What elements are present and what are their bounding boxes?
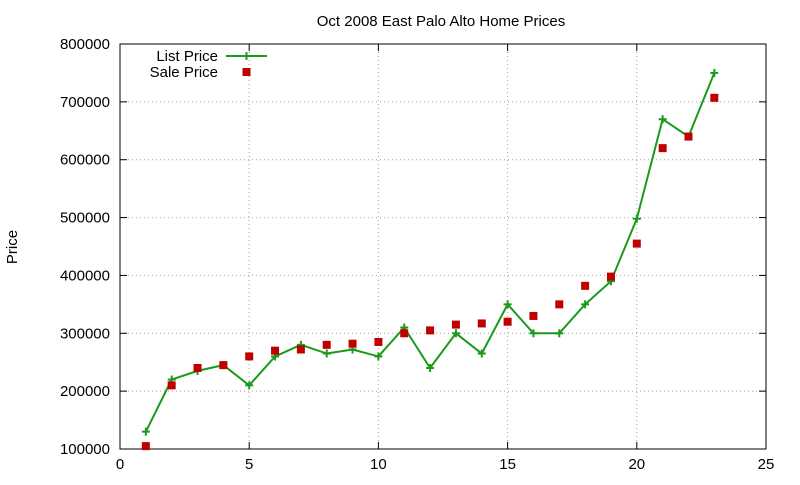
list-price-point bbox=[710, 68, 719, 77]
sale-price-point bbox=[193, 364, 202, 372]
x-tick-label: 25 bbox=[758, 456, 775, 473]
list-price-point bbox=[245, 381, 254, 390]
sale-price-point bbox=[426, 326, 435, 335]
sale-price-point bbox=[632, 239, 641, 248]
axis-ticks: 0 5 10 15 20 25 100000 200000 300000 400000 500000… bbox=[60, 36, 774, 473]
legend-cross-sample bbox=[242, 52, 251, 60]
sale-price-point bbox=[451, 320, 460, 329]
sale-price-point bbox=[167, 381, 176, 390]
y-tick-label: 400000 bbox=[60, 267, 110, 284]
y-tick-label: 300000 bbox=[60, 325, 110, 342]
x-tick-label: 20 bbox=[628, 456, 645, 473]
list-price-point bbox=[477, 349, 486, 358]
list-price-point bbox=[658, 115, 667, 124]
grid-lines bbox=[120, 44, 766, 449]
y-tick-label: 200000 bbox=[60, 383, 110, 400]
series-layer bbox=[141, 68, 719, 451]
y-tick-label: 600000 bbox=[60, 152, 110, 169]
list-price-point bbox=[503, 300, 512, 309]
list-price-point bbox=[426, 364, 435, 372]
y-tick-label: 100000 bbox=[60, 441, 110, 458]
y-axis-label: Price bbox=[4, 230, 21, 264]
list-price-point bbox=[581, 300, 590, 309]
sale-price-point bbox=[348, 339, 357, 348]
sale-price-point bbox=[219, 361, 228, 370]
sale-price-point bbox=[503, 317, 512, 326]
list-price-point bbox=[555, 329, 564, 338]
list-price-point bbox=[374, 352, 383, 361]
sale-price-point bbox=[477, 319, 486, 328]
plot-border bbox=[119, 43, 767, 450]
sale-price-point bbox=[141, 442, 150, 451]
x-tick-label: 5 bbox=[245, 456, 253, 473]
sale-price-point bbox=[322, 340, 331, 349]
sale-price-series bbox=[141, 93, 719, 451]
sale-price-point bbox=[581, 281, 590, 290]
x-tick-label: 10 bbox=[370, 456, 387, 473]
sale-price-point bbox=[296, 345, 305, 354]
list-price-line bbox=[144, 72, 716, 433]
y-tick-label: 700000 bbox=[60, 94, 110, 111]
list-price-point bbox=[322, 349, 331, 358]
y-tick-label: 500000 bbox=[60, 210, 110, 227]
list-price-point bbox=[632, 214, 641, 223]
x-tick-label: 0 bbox=[116, 456, 124, 473]
legend-label: Sale Price bbox=[150, 64, 218, 81]
list-price-point bbox=[529, 329, 538, 338]
list-price-series bbox=[141, 68, 719, 436]
sale-price-point bbox=[529, 311, 538, 320]
x-tick-label: 15 bbox=[499, 456, 516, 473]
sale-price-point bbox=[684, 132, 693, 141]
legend-label: List Price bbox=[156, 48, 218, 65]
y-tick-label: 800000 bbox=[60, 36, 110, 53]
sale-price-point bbox=[658, 144, 667, 153]
list-price-point bbox=[141, 427, 150, 436]
chart-title: Oct 2008 East Palo Alto Home Prices bbox=[317, 13, 565, 30]
sale-price-point bbox=[555, 300, 564, 309]
sale-price-point bbox=[606, 272, 615, 281]
sale-price-point bbox=[710, 93, 719, 102]
sale-price-point bbox=[245, 352, 254, 361]
sale-price-point bbox=[271, 346, 280, 355]
sale-price-point bbox=[400, 329, 409, 338]
sale-price-point bbox=[374, 337, 383, 346]
legend-square-sample bbox=[242, 68, 251, 76]
list-price-point bbox=[451, 329, 460, 338]
